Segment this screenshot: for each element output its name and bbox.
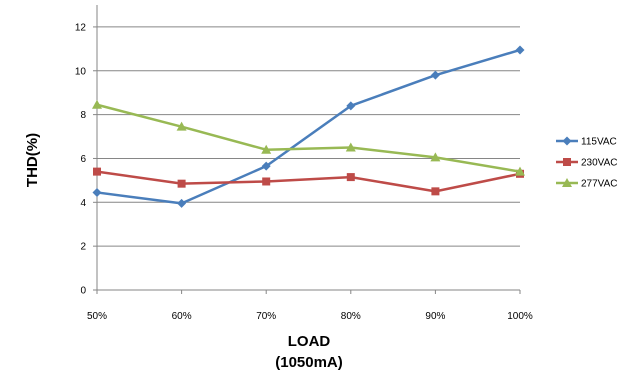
data-point-115VAC bbox=[261, 161, 271, 171]
data-point-115VAC bbox=[177, 198, 187, 208]
legend-item-230VAC: 230VAC bbox=[556, 158, 618, 169]
legend-marker-230VAC bbox=[563, 158, 571, 166]
legend-marker-277VAC bbox=[562, 178, 572, 187]
data-point-277VAC bbox=[92, 99, 102, 109]
series-230VAC bbox=[93, 167, 524, 196]
legend-label-277VAC: 277VAC bbox=[581, 179, 618, 190]
data-point-277VAC bbox=[430, 152, 441, 162]
legend-marker-115VAC bbox=[562, 136, 572, 146]
legend: 115VAC 230VAC 277VAC bbox=[556, 136, 618, 190]
data-point-230VAC bbox=[93, 167, 101, 176]
data-point-277VAC bbox=[261, 144, 272, 154]
legend-label-115VAC: 115VAC bbox=[581, 137, 617, 148]
y-tick-label-6: 6 bbox=[80, 154, 86, 165]
data-point-115VAC bbox=[515, 45, 525, 55]
series-277VAC bbox=[92, 99, 525, 176]
series-line-230VAC bbox=[96, 170, 521, 193]
legend-label-230VAC: 230VAC bbox=[581, 158, 618, 169]
x-tick-label: 60% bbox=[172, 311, 192, 322]
series-115VAC bbox=[92, 45, 525, 208]
data-point-230VAC bbox=[177, 179, 186, 188]
x-axis-title-line2: (1050mA) bbox=[275, 354, 343, 371]
data-point-230VAC bbox=[346, 173, 355, 182]
x-tick-label: 50% bbox=[87, 311, 107, 322]
y-tick-label-0: 0 bbox=[80, 286, 86, 297]
data-point-277VAC bbox=[515, 166, 525, 176]
y-tick-label-10: 10 bbox=[75, 66, 87, 77]
y-axis-title: THD(%) bbox=[24, 133, 41, 187]
data-point-230VAC bbox=[262, 177, 271, 186]
y-tick-label-12: 12 bbox=[75, 22, 87, 33]
x-axis-title-line1: LOAD bbox=[288, 333, 331, 350]
y-tick-label-4: 4 bbox=[80, 198, 86, 209]
data-point-277VAC bbox=[345, 142, 356, 152]
axes: 0 2 4 6 8 10 12 50% 60% 70% 80% 90% 100% bbox=[75, 5, 533, 322]
y-tick-label-8: 8 bbox=[80, 110, 86, 121]
x-tick-label: 90% bbox=[425, 311, 445, 322]
legend-item-277VAC: 277VAC bbox=[556, 178, 618, 190]
data-point-115VAC bbox=[430, 70, 440, 80]
x-tick-label: 70% bbox=[256, 311, 276, 322]
series-lines bbox=[92, 45, 525, 208]
legend-item-115VAC: 115VAC bbox=[556, 136, 617, 148]
series-line-115VAC bbox=[96, 48, 521, 205]
data-point-115VAC bbox=[346, 101, 356, 111]
x-tick-label: 80% bbox=[341, 311, 361, 322]
y-tick-label-2: 2 bbox=[80, 242, 86, 253]
data-point-230VAC bbox=[431, 187, 440, 196]
data-point-115VAC bbox=[92, 187, 102, 197]
data-point-277VAC bbox=[176, 121, 187, 131]
x-tick-label: 100% bbox=[507, 311, 533, 322]
series-line-277VAC bbox=[96, 103, 521, 173]
